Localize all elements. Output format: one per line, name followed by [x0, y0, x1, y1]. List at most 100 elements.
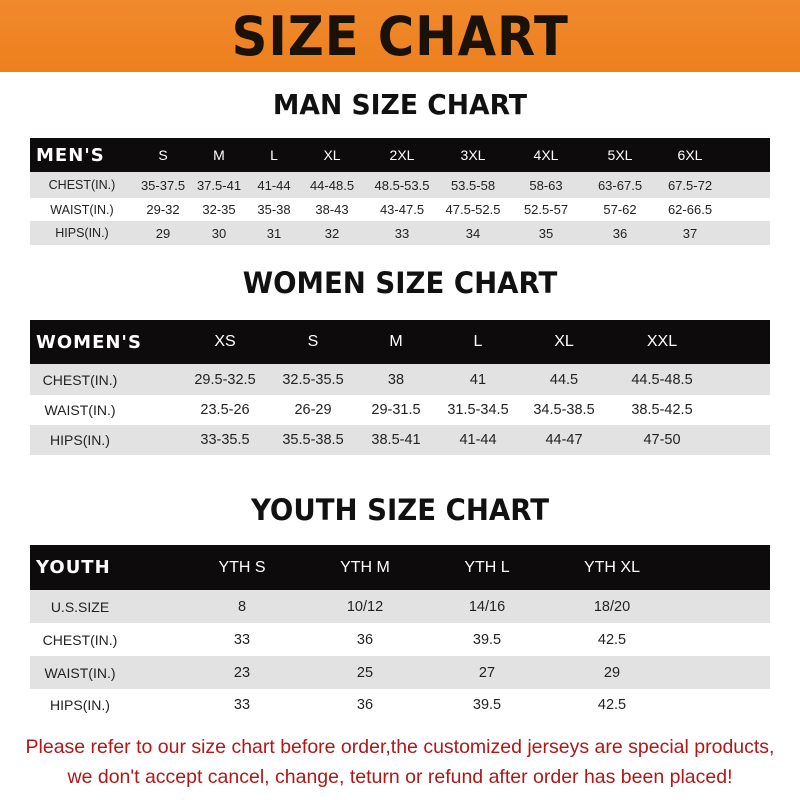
table-cell: 32-35: [202, 202, 236, 217]
table-cell: 31: [266, 225, 282, 241]
table-row: CHEST(IN.) 29.5-32.5 32.5-35.5 38 41 44.5 44.5…: [30, 364, 770, 395]
table-header-row: WOMEN'S XS S M L XL XXL: [30, 320, 770, 364]
table-cell: 41-44: [459, 432, 497, 448]
table-cell: 39.5: [472, 696, 502, 713]
table-row: HIPS(IN.) 33 36 39.5 42.5: [30, 689, 770, 720]
table-cell: 63-67.5: [597, 177, 643, 193]
table-cell: 35: [538, 225, 554, 241]
table-cell: 35.5-38.5: [282, 432, 344, 448]
size-header-s: S: [158, 147, 168, 163]
table-cell: 41-44: [257, 177, 291, 193]
table-cell: 29.5-32.5: [194, 371, 256, 388]
size-header-xl: XL: [323, 147, 341, 163]
table-cell: 33-35.5: [200, 432, 250, 448]
size-header-yth-m: YTH M: [340, 558, 390, 576]
men-heading: MAN SIZE CHART: [272, 88, 528, 121]
row-label: HIPS(IN.): [50, 696, 110, 713]
table-cell: 18/20: [593, 598, 631, 615]
table-cell: 39.5: [472, 631, 502, 648]
size-header-yth-s: YTH S: [218, 558, 266, 576]
table-cell: 57-62: [603, 202, 637, 217]
table-cell: 53.5-58: [450, 177, 496, 193]
table-cell: 33: [233, 631, 251, 648]
size-header-5xl: 5XL: [607, 147, 633, 163]
table-row: CHEST(IN.) 35-37.5 37.5-41 41-44 44-48.5 48.5…: [30, 172, 770, 198]
table-row: WAIST(IN.) 23 25 27 29: [30, 656, 770, 689]
table-cell: 31.5-34.5: [447, 402, 509, 418]
table-cell: 42.5: [597, 696, 627, 713]
table-cell: 44.5: [549, 371, 579, 388]
row-label: WAIST(IN.): [44, 664, 116, 681]
row-label: HIPS(IN.): [55, 226, 109, 240]
table-cell: 27: [478, 664, 496, 681]
size-header-2xl: 2XL: [389, 147, 415, 163]
table-cell: 42.5: [597, 631, 627, 648]
table-cell: 48.5-53.5: [374, 177, 430, 193]
table-cell: 23.5-26: [200, 402, 250, 418]
page-title: SIZE CHART: [231, 4, 569, 68]
row-label: WAIST(IN.): [44, 402, 116, 418]
table-cell: 29: [603, 664, 621, 681]
table-cell: 26-29: [294, 402, 332, 418]
size-header-3xl: 3XL: [460, 147, 486, 163]
table-cell: 47-50: [643, 432, 681, 448]
table-corner-label: WOMEN'S: [36, 331, 142, 353]
table-row: CHEST(IN.) 33 36 39.5 42.5: [30, 623, 770, 656]
table-row: HIPS(IN.) 33-35.5 35.5-38.5 38.5-41 41-44 44-…: [30, 425, 770, 455]
table-cell: 38-43: [315, 202, 349, 217]
table-cell: 37.5-41: [196, 177, 242, 193]
table-cell: 36: [356, 696, 374, 713]
table-cell: 47.5-52.5: [445, 202, 501, 217]
table-cell: 36: [356, 631, 374, 648]
table-cell: 32.5-35.5: [282, 371, 344, 388]
size-header-yth-xl: YTH XL: [583, 558, 640, 576]
size-header-l: L: [270, 147, 278, 163]
table-corner-label: MEN'S: [36, 144, 105, 166]
table-cell: 38.5-42.5: [631, 402, 693, 418]
table-cell: 44.5-48.5: [631, 371, 693, 388]
row-label: CHEST(IN.): [42, 631, 118, 648]
table-cell: 38.5-41: [371, 432, 421, 448]
table-cell: 38: [387, 371, 405, 388]
note-line-2: we don't accept cancel, change, teturn o…: [67, 766, 733, 788]
size-header-xxl: XXL: [646, 333, 678, 350]
table-row: WAIST(IN.) 23.5-26 26-29 29-31.5 31.5-34.5 34…: [30, 395, 770, 425]
table-cell: 34.5-38.5: [533, 402, 595, 418]
table-cell: 29: [155, 225, 171, 241]
size-header-m: M: [389, 333, 403, 350]
table-cell: 32: [324, 225, 340, 241]
row-label: HIPS(IN.): [50, 432, 110, 448]
table-cell: 67.5-72: [667, 177, 713, 193]
table-cell: 62-66.5: [667, 202, 713, 217]
table-cell: 29-32: [146, 202, 180, 217]
size-header-6xl: 6XL: [677, 147, 703, 163]
size-header-m: M: [213, 147, 225, 163]
table-cell: 43-47.5: [379, 202, 425, 217]
table-corner-label: YOUTH: [36, 557, 111, 578]
table-cell: 30: [211, 225, 227, 241]
size-header-xs: XS: [214, 333, 236, 350]
youth-heading: YOUTH SIZE CHART: [250, 493, 550, 527]
table-cell: 25: [356, 664, 374, 681]
table-cell: 10/12: [346, 598, 384, 615]
row-label: CHEST(IN.): [48, 178, 116, 192]
table-cell: 29-31.5: [371, 402, 421, 418]
table-row: HIPS(IN.) 29 30 31 32 33 34 35 36 37: [30, 221, 770, 245]
row-label: U.S.SIZE: [50, 598, 110, 615]
table-cell: 33: [233, 696, 251, 713]
row-label: CHEST(IN.): [42, 371, 118, 388]
men-size-table: MEN'S S M L XL 2XL 3XL 4XL 5XL 6XL CHEST(IN.) 35-37…: [30, 138, 770, 245]
table-header-row: YOUTH YTH S YTH M YTH L YTH XL: [30, 545, 770, 590]
table-cell: 41: [469, 371, 487, 388]
table-cell: 36: [612, 225, 628, 241]
note-line-1: Please refer to our size chart before or…: [25, 736, 775, 758]
table-header-row: MEN'S S M L XL 2XL 3XL 4XL 5XL 6XL: [30, 138, 770, 172]
table-cell: 35-37.5: [140, 177, 186, 193]
table-cell: 35-38: [257, 202, 291, 217]
table-cell: 37: [682, 225, 698, 241]
row-label: WAIST(IN.): [50, 202, 114, 217]
size-header-s: S: [307, 333, 319, 350]
title-banner: SIZE CHART: [0, 0, 800, 72]
table-cell: 44-48.5: [309, 177, 355, 193]
table-cell: 58-63: [529, 177, 563, 193]
